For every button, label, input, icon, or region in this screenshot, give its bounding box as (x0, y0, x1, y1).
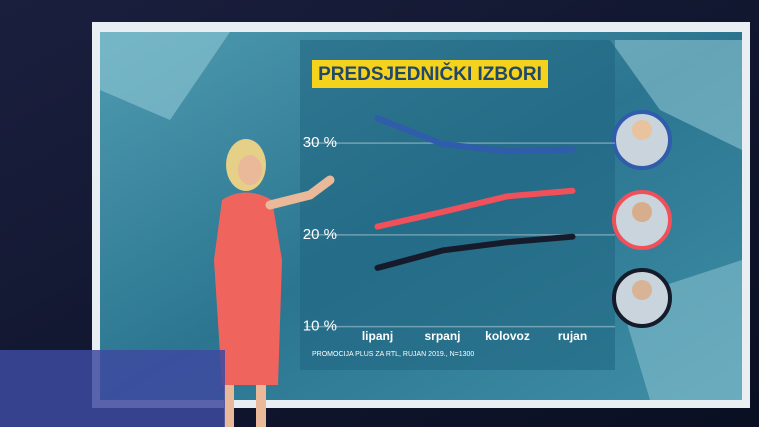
plot: 10 % 20 % 30 % lipanj srpanj kolovoz rujan (303, 115, 615, 343)
y-tick-label: 20 % (303, 226, 337, 243)
plot-panel (300, 40, 615, 370)
presenter-leg (224, 385, 234, 427)
studio-desk (0, 350, 225, 427)
y-tick-label: 10 % (303, 318, 337, 335)
photo-face (632, 120, 652, 140)
decor (100, 32, 230, 120)
x-tick-label: rujan (558, 329, 587, 343)
chart-title: PREDSJEDNIČKI IZBORI (318, 63, 542, 85)
x-tick-label: kolovoz (485, 329, 530, 343)
y-tick-label: 30 % (303, 134, 337, 151)
x-tick-label: lipanj (362, 329, 393, 343)
candidate-photos (612, 110, 672, 328)
source-note: PROMOCIJA PLUS ZA RTL, RUJAN 2019., N=13… (312, 351, 474, 358)
presenter-dress (214, 192, 282, 385)
presenter-face (238, 155, 262, 185)
x-tick-label: srpanj (424, 329, 460, 343)
series-line (374, 187, 576, 230)
series-line (374, 115, 576, 155)
decor (610, 40, 742, 150)
photo-face (632, 280, 652, 300)
presenter (214, 139, 335, 427)
presenter-arm (265, 175, 335, 210)
title-box (312, 60, 548, 88)
presenter-leg (256, 385, 266, 427)
photo-face (632, 202, 652, 222)
series-line (374, 233, 576, 271)
